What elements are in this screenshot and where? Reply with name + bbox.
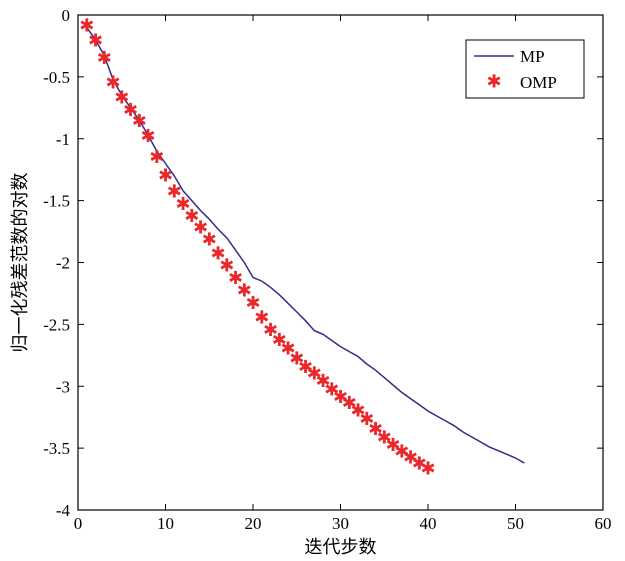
omp-marker: ✱ [350, 401, 365, 422]
omp-marker: ✱ [140, 126, 155, 147]
omp-marker: ✱ [298, 357, 313, 378]
omp-marker: ✱ [420, 459, 435, 480]
x-tick-label: 50 [507, 514, 524, 533]
omp-marker: ✱ [324, 379, 339, 400]
omp-marker: ✱ [202, 230, 217, 251]
omp-marker: ✱ [394, 441, 409, 462]
omp-marker: ✱ [132, 111, 147, 132]
omp-marker: ✱ [315, 371, 330, 392]
omp-marker: ✱ [254, 308, 269, 329]
legend-omp-label: OMP [520, 73, 557, 92]
x-tick-label: 20 [245, 514, 262, 533]
x-tick-label: 10 [157, 514, 174, 533]
omp-marker: ✱ [210, 243, 225, 264]
mp-series-line [86, 26, 525, 464]
omp-marker: ✱ [167, 181, 182, 202]
omp-marker: ✱ [79, 16, 94, 37]
omp-marker: ✱ [333, 387, 348, 408]
y-tick-label: 0 [62, 6, 71, 25]
legend-mp-label: MP [520, 47, 545, 66]
y-tick-label: -1 [56, 130, 70, 149]
omp-marker: ✱ [403, 448, 418, 469]
omp-marker: ✱ [368, 419, 383, 440]
omp-marker: ✱ [412, 454, 427, 475]
omp-marker: ✱ [342, 393, 357, 414]
series-layer: ✱✱✱✱✱✱✱✱✱✱✱✱✱✱✱✱✱✱✱✱✱✱✱✱✱✱✱✱✱✱✱✱✱✱✱✱✱✱✱✱ [79, 16, 525, 480]
y-tick-label: -0.5 [43, 68, 70, 87]
legend: MP ✱ OMP [465, 39, 585, 99]
y-tick-label: -2.5 [43, 315, 70, 334]
x-tick-label: 40 [420, 514, 437, 533]
omp-marker: ✱ [359, 409, 374, 430]
omp-marker: ✱ [123, 100, 138, 121]
omp-marker: ✱ [289, 349, 304, 370]
omp-marker: ✱ [377, 428, 392, 449]
omp-marker: ✱ [184, 206, 199, 227]
x-axis: 0 10 20 30 40 50 60 [74, 15, 612, 533]
y-tick-label: -4 [56, 501, 71, 520]
omp-marker: ✱ [280, 339, 295, 360]
x-tick-label: 60 [595, 514, 612, 533]
omp-marker: ✱ [158, 165, 173, 186]
omp-marker: ✱ [228, 268, 243, 289]
x-axis-title: 迭代步数 [305, 537, 377, 558]
omp-marker: ✱ [88, 30, 103, 51]
x-tick-label: 0 [74, 514, 83, 533]
omp-marker: ✱ [149, 147, 164, 168]
y-tick-label: -3.5 [43, 439, 70, 458]
y-tick-label: -3 [56, 377, 70, 396]
omp-marker: ✱ [219, 256, 234, 277]
omp-marker: ✱ [175, 194, 190, 215]
omp-marker: ✱ [237, 280, 252, 301]
x-tick-label: 30 [332, 514, 349, 533]
y-axis: 0 -0.5 -1 -1.5 -2 -2.5 -3 -3.5 -4 [43, 6, 603, 520]
y-tick-label: -1.5 [43, 192, 70, 211]
omp-marker: ✱ [272, 330, 287, 351]
y-tick-label: -2 [56, 254, 70, 273]
legend-omp-marker: ✱ [486, 72, 501, 93]
y-axis-title: 归一化残差范数的对数 [10, 173, 31, 353]
omp-marker: ✱ [193, 217, 208, 238]
omp-marker: ✱ [307, 363, 322, 384]
legend-box [465, 39, 585, 99]
omp-marker: ✱ [114, 87, 129, 108]
omp-marker: ✱ [97, 48, 112, 69]
omp-marker: ✱ [385, 435, 400, 456]
omp-marker: ✱ [263, 320, 278, 341]
omp-marker: ✱ [245, 293, 260, 314]
omp-marker: ✱ [105, 73, 120, 94]
